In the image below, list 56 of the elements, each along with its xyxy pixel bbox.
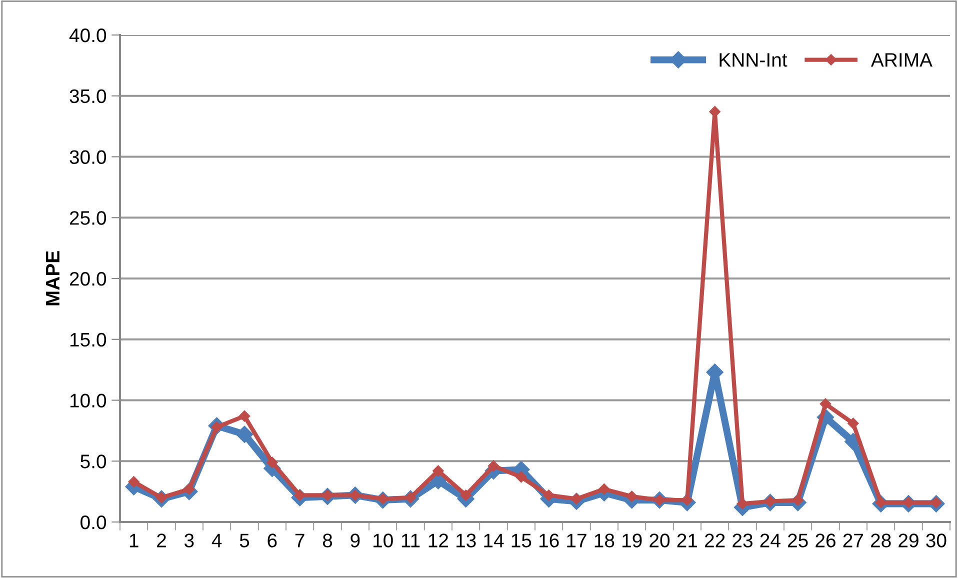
x-tick-label: 14 — [484, 534, 504, 548]
y-tick-label: 20.0 — [70, 272, 106, 286]
x-tick-label: 27 — [843, 534, 864, 548]
x-tick-label: 23 — [732, 534, 752, 548]
x-tick-label: 6 — [268, 534, 277, 548]
x-tick-label: 28 — [871, 534, 891, 548]
y-tick-label: 35.0 — [70, 89, 106, 104]
point — [236, 426, 254, 443]
point — [626, 490, 638, 502]
x-tick-label: 24 — [760, 534, 780, 548]
x-tick-label: 18 — [594, 534, 614, 548]
x-tick-label: 15 — [512, 534, 532, 548]
x-tick-label: 12 — [428, 534, 448, 548]
legend-label: ARIMA — [870, 53, 932, 67]
point — [460, 490, 472, 501]
x-tick-label: 8 — [322, 534, 332, 548]
y-tick-label: 25.0 — [70, 211, 106, 225]
y-tick-label: 40.0 — [69, 28, 106, 42]
point — [516, 471, 527, 483]
x-tick-label: 22 — [705, 534, 725, 548]
x-tick-label: 1 — [130, 534, 138, 548]
legend-label: KNN-Int — [720, 53, 788, 67]
y-tick-label: 5.0 — [80, 454, 106, 468]
x-tick-label: 29 — [898, 534, 918, 548]
y-axis-title: MAPE — [46, 251, 60, 306]
point — [128, 476, 140, 488]
x-tick-label: 26 — [816, 534, 836, 548]
point — [543, 490, 554, 501]
x-tick-label: 21 — [677, 534, 698, 548]
x-tick-label: 20 — [650, 534, 670, 548]
y-tick-label: 15.0 — [70, 332, 106, 347]
x-tick-label: 7 — [295, 534, 304, 548]
y-tick-label: 30.0 — [70, 150, 106, 164]
x-tick-label: 13 — [456, 534, 476, 548]
x-tick-label: 4 — [212, 534, 222, 548]
x-tick-label: 30 — [926, 534, 946, 548]
point — [266, 456, 278, 468]
x-tick-label: 19 — [622, 534, 642, 548]
x-tick-label: 3 — [184, 534, 194, 548]
point — [598, 484, 610, 495]
point — [432, 465, 444, 476]
x-tick-label: 9 — [350, 534, 360, 548]
x-tick-label: 16 — [540, 534, 559, 548]
point — [764, 496, 776, 507]
point — [848, 418, 859, 429]
point — [238, 410, 250, 422]
point — [488, 460, 500, 472]
point — [820, 398, 832, 410]
x-tick-label: 25 — [788, 534, 808, 548]
y-tick-label: 0.0 — [80, 515, 106, 530]
x-tick-label: 2 — [157, 534, 166, 548]
x-tick-label: 5 — [240, 534, 250, 548]
y-tick-label: 10.0 — [70, 394, 106, 408]
x-tick-label: 10 — [374, 534, 393, 548]
x-tick-label: 11 — [402, 534, 420, 548]
x-tick-label: 17 — [567, 534, 586, 548]
